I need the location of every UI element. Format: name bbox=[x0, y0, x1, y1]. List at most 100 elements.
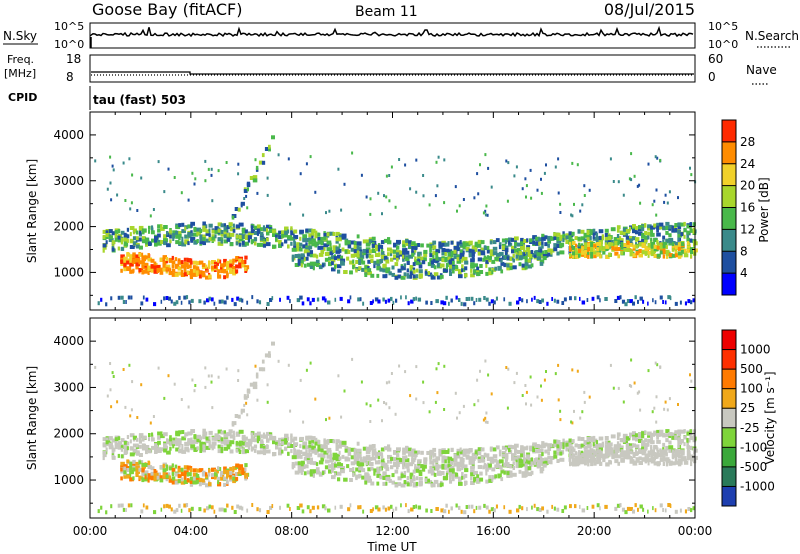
heatmap-cell bbox=[641, 457, 645, 462]
heatmap-cell bbox=[415, 261, 420, 266]
heatmap-cell bbox=[108, 436, 113, 441]
heatmap-cell bbox=[353, 245, 357, 250]
heatmap-cell bbox=[178, 236, 181, 241]
heatmap-cell bbox=[272, 452, 277, 456]
heatmap-cell bbox=[221, 507, 224, 512]
heatmap-cell bbox=[178, 241, 182, 246]
heatmap-cell bbox=[608, 252, 611, 257]
heatmap-cell bbox=[523, 239, 529, 243]
heatmap-cell bbox=[629, 252, 634, 257]
heatmap-cell bbox=[390, 165, 393, 169]
heatmap-cell bbox=[244, 229, 248, 234]
heatmap-cell bbox=[138, 434, 143, 439]
heatmap-cell bbox=[232, 436, 236, 440]
heatmap-cell bbox=[656, 461, 661, 466]
heatmap-cell bbox=[461, 267, 466, 272]
heatmap-cell bbox=[245, 401, 248, 405]
heatmap-cell bbox=[443, 201, 446, 205]
heatmap-cell bbox=[168, 504, 172, 509]
heatmap-cell bbox=[518, 251, 523, 256]
heatmap-cell bbox=[371, 456, 377, 461]
heatmap-cell bbox=[518, 255, 524, 260]
heatmap-cell bbox=[269, 298, 273, 302]
heatmap-cell bbox=[352, 259, 355, 264]
y-tick-label: 3000 bbox=[53, 380, 84, 394]
heatmap-cell bbox=[664, 508, 667, 513]
heatmap-cell bbox=[486, 453, 490, 458]
heatmap-cell bbox=[131, 173, 134, 177]
heatmap-cell bbox=[599, 454, 605, 459]
heatmap-cell bbox=[440, 300, 444, 305]
heatmap-cell bbox=[385, 174, 388, 178]
heatmap-cell bbox=[625, 235, 631, 240]
heatmap-cell bbox=[246, 181, 251, 186]
heatmap-cell bbox=[320, 245, 325, 250]
heatmap-cell bbox=[380, 254, 386, 259]
heatmap-cell bbox=[604, 228, 609, 233]
heatmap-cell bbox=[571, 368, 574, 372]
heatmap-cell bbox=[205, 238, 211, 243]
heatmap-cell bbox=[364, 478, 369, 483]
heatmap-cell bbox=[430, 275, 436, 280]
heatmap-cell bbox=[272, 233, 276, 237]
heatmap-cell bbox=[637, 299, 639, 304]
heatmap-cell bbox=[671, 449, 675, 454]
heatmap-cell bbox=[453, 255, 458, 260]
heatmap-cell bbox=[443, 364, 446, 368]
heatmap-cell bbox=[223, 466, 227, 471]
heatmap-cell bbox=[346, 464, 350, 469]
heatmap-cell bbox=[377, 299, 381, 304]
heatmap-cell bbox=[527, 466, 531, 471]
heatmap-cell bbox=[422, 194, 425, 198]
heatmap-cell bbox=[483, 246, 488, 251]
heatmap-cell bbox=[189, 468, 193, 473]
heatmap-cell bbox=[235, 463, 240, 468]
heatmap-cell bbox=[293, 235, 299, 239]
heatmap-cell bbox=[129, 452, 135, 457]
heatmap-cell bbox=[535, 241, 540, 246]
heatmap-cell bbox=[132, 459, 136, 464]
heatmap-cell bbox=[210, 380, 213, 384]
heatmap-cell bbox=[293, 238, 296, 243]
heatmap-cell bbox=[614, 459, 619, 464]
heatmap-cell bbox=[205, 266, 208, 271]
heatmap-cell bbox=[526, 454, 530, 459]
heatmap-cell bbox=[266, 383, 269, 387]
heatmap-cell bbox=[523, 247, 526, 252]
heatmap-cell bbox=[544, 457, 549, 462]
heatmap-cell bbox=[405, 247, 408, 252]
heatmap-cell bbox=[251, 503, 254, 507]
heatmap-cell bbox=[183, 257, 189, 262]
heatmap-cell bbox=[575, 250, 578, 255]
heatmap-cell bbox=[300, 260, 304, 265]
heatmap-cell bbox=[153, 269, 157, 274]
heatmap-cell bbox=[541, 236, 546, 241]
heatmap-cell bbox=[235, 269, 239, 274]
heatmap-cell bbox=[308, 240, 313, 245]
heatmap-cell bbox=[583, 390, 586, 394]
heatmap-cell bbox=[320, 236, 326, 241]
heatmap-cell bbox=[616, 295, 621, 300]
heatmap-cell bbox=[138, 268, 144, 272]
heatmap-cell bbox=[300, 465, 306, 469]
heatmap-cell bbox=[163, 445, 169, 450]
heatmap-cell bbox=[196, 446, 199, 451]
heatmap-cell bbox=[355, 268, 358, 273]
heatmap-cell bbox=[178, 231, 182, 235]
heatmap-cell bbox=[210, 173, 213, 177]
heatmap-cell bbox=[674, 458, 678, 463]
heatmap-cell bbox=[671, 435, 676, 440]
heatmap-cell bbox=[290, 231, 295, 236]
heatmap-cell bbox=[364, 473, 368, 477]
heatmap-cell bbox=[198, 274, 202, 279]
heatmap-cell bbox=[584, 453, 589, 458]
heatmap-cell bbox=[399, 458, 405, 463]
heatmap-cell bbox=[373, 264, 376, 269]
heatmap-cell bbox=[471, 460, 475, 465]
heatmap-cell bbox=[430, 263, 435, 268]
heatmap-cell bbox=[247, 445, 251, 450]
heatmap-cell bbox=[180, 260, 184, 265]
heatmap-cell bbox=[238, 505, 242, 510]
heatmap-cell bbox=[198, 507, 202, 512]
heatmap-cell bbox=[236, 296, 240, 301]
